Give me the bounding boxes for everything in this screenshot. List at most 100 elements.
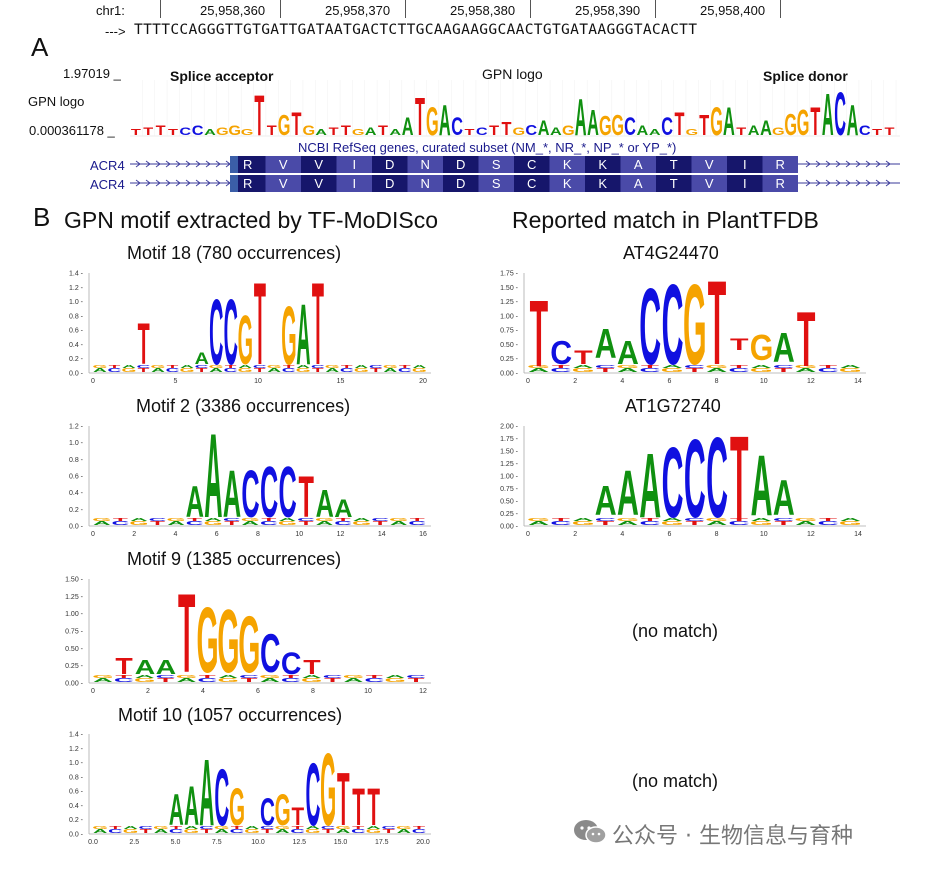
strand-arrow xyxy=(885,179,891,187)
track-letter-A: A xyxy=(204,127,216,137)
logo-letter-C: C xyxy=(662,426,684,538)
bg-letter: A xyxy=(93,828,108,834)
y-tick-label: 0.25 - xyxy=(500,356,519,363)
splice-acceptor-label: Splice acceptor xyxy=(170,68,274,84)
bg-letter: T xyxy=(336,517,351,522)
bg-letter: G xyxy=(705,517,728,522)
ruler-tick xyxy=(780,0,781,18)
bg-letter: C xyxy=(260,826,275,831)
coord-5: 25,958,400 xyxy=(700,3,766,18)
bg-letter: T xyxy=(254,367,266,373)
bg-letter: T xyxy=(170,826,182,831)
x-tick-label: 0 xyxy=(91,688,95,695)
y-tick-label: 0.00 - xyxy=(65,681,84,688)
bg-letter: C xyxy=(773,517,794,522)
bg-letter: T xyxy=(109,826,121,831)
bg-letter: A xyxy=(296,364,310,369)
bg-letter: A xyxy=(180,364,194,369)
track-letter-C: C xyxy=(476,125,488,138)
bg-letter: C xyxy=(728,367,749,373)
track-letter-G: G xyxy=(797,103,810,140)
right-column-title: Reported match in PlantTFDB xyxy=(512,207,819,233)
amino-acid-C: C xyxy=(527,176,536,191)
amino-acid-D: D xyxy=(385,176,394,191)
motif-9-title: Motif 9 (1385 occurrences) xyxy=(127,549,342,569)
y-tick-label: 1.25 - xyxy=(500,461,519,468)
codon-cell xyxy=(727,175,763,192)
track-letter-G: G xyxy=(784,109,797,140)
bg-letter: A xyxy=(528,367,549,373)
x-tick-label: 4 xyxy=(620,378,624,385)
y-tick-label: 0.0 - xyxy=(69,524,84,531)
bg-letter: T xyxy=(819,364,837,369)
track-letter-A: A xyxy=(575,89,587,140)
track-letter-A: A xyxy=(587,103,599,140)
x-tick-label: 8 xyxy=(715,531,719,538)
codon-cell xyxy=(265,156,301,173)
bg-letter: C xyxy=(230,828,245,834)
bg-letter: G xyxy=(204,520,223,526)
bg-letter: C xyxy=(369,364,383,369)
y-tick-label: 0.50 - xyxy=(65,646,84,653)
bg-letter: G xyxy=(214,826,230,831)
y-tick-label: 0.2 - xyxy=(69,507,84,514)
y-tick-label: 0.25 - xyxy=(500,511,519,518)
logo-letter-T: T xyxy=(312,267,324,389)
no-match-motif-9: (no match) xyxy=(632,621,719,641)
x-tick-label: 8 xyxy=(715,378,719,385)
codon-cell xyxy=(691,156,727,173)
motif-10-logo: 1.4 - 1.2 - 1.0 - 0.8 - 0.6 - 0.4 - 0.2 - 0.0 -… xyxy=(69,732,431,847)
bg-letter: A xyxy=(122,364,136,369)
x-tick-label: 10 xyxy=(295,531,303,538)
logo-letter-G: G xyxy=(275,787,291,836)
amino-acid-K: K xyxy=(598,157,607,172)
y-tick-label: 0.8 - xyxy=(69,457,84,464)
x-tick-label: 12 xyxy=(807,378,815,385)
exon-edge xyxy=(230,156,238,173)
bg-letter: C xyxy=(412,828,427,834)
x-tick-label: 4 xyxy=(201,688,205,695)
bg-letter: G xyxy=(259,674,280,679)
motif-18-title: Motif 18 (780 occurrences) xyxy=(127,243,342,263)
bg-letter: A xyxy=(123,826,138,831)
strand-arrow xyxy=(205,179,211,187)
x-tick-label: 2 xyxy=(146,688,150,695)
bg-letter: C xyxy=(639,520,660,526)
y-tick-label: 1.2 - xyxy=(69,285,84,292)
codon-cell xyxy=(691,175,727,192)
bg-letter: A xyxy=(662,364,683,369)
codon-cell xyxy=(407,156,443,173)
bg-letter: G xyxy=(383,364,398,369)
bg-letter: C xyxy=(398,367,412,373)
y-tick-label: 1.50 - xyxy=(500,449,519,456)
bg-letter: T xyxy=(115,674,132,679)
logo-letter-T: T xyxy=(337,757,350,842)
track-letter-G: G xyxy=(513,125,526,138)
bg-letter: A xyxy=(316,520,334,526)
bg-letter: C xyxy=(406,674,426,679)
track-letter-C: C xyxy=(859,123,871,139)
strand-arrow xyxy=(815,179,821,187)
codon-cell xyxy=(585,175,621,192)
amino-acid-I: I xyxy=(743,157,747,172)
bg-letter: T xyxy=(775,520,793,526)
track-letter-T: T xyxy=(168,127,178,137)
codon-cell xyxy=(336,175,372,192)
y-tick-label: 2.00 - xyxy=(500,424,519,431)
strand-arrow xyxy=(865,179,871,187)
strand-arrow xyxy=(825,179,831,187)
codon-cell xyxy=(443,156,479,173)
codon-cell xyxy=(762,156,798,173)
track-letter-G: G xyxy=(228,123,241,139)
track-letter-A: A xyxy=(550,125,562,138)
amino-acid-V: V xyxy=(314,157,323,172)
strand-arrow xyxy=(185,160,191,168)
bg-letter: T xyxy=(224,520,239,526)
y-tick-label: 0.00 - xyxy=(500,524,519,531)
track-letter-T: T xyxy=(131,127,141,137)
bg-letter: C xyxy=(156,674,176,679)
bg-letter: C xyxy=(108,367,122,373)
y-tick-label: 1.00 - xyxy=(500,474,519,481)
bg-letter: A xyxy=(706,520,727,526)
bg-letter: A xyxy=(184,826,199,831)
